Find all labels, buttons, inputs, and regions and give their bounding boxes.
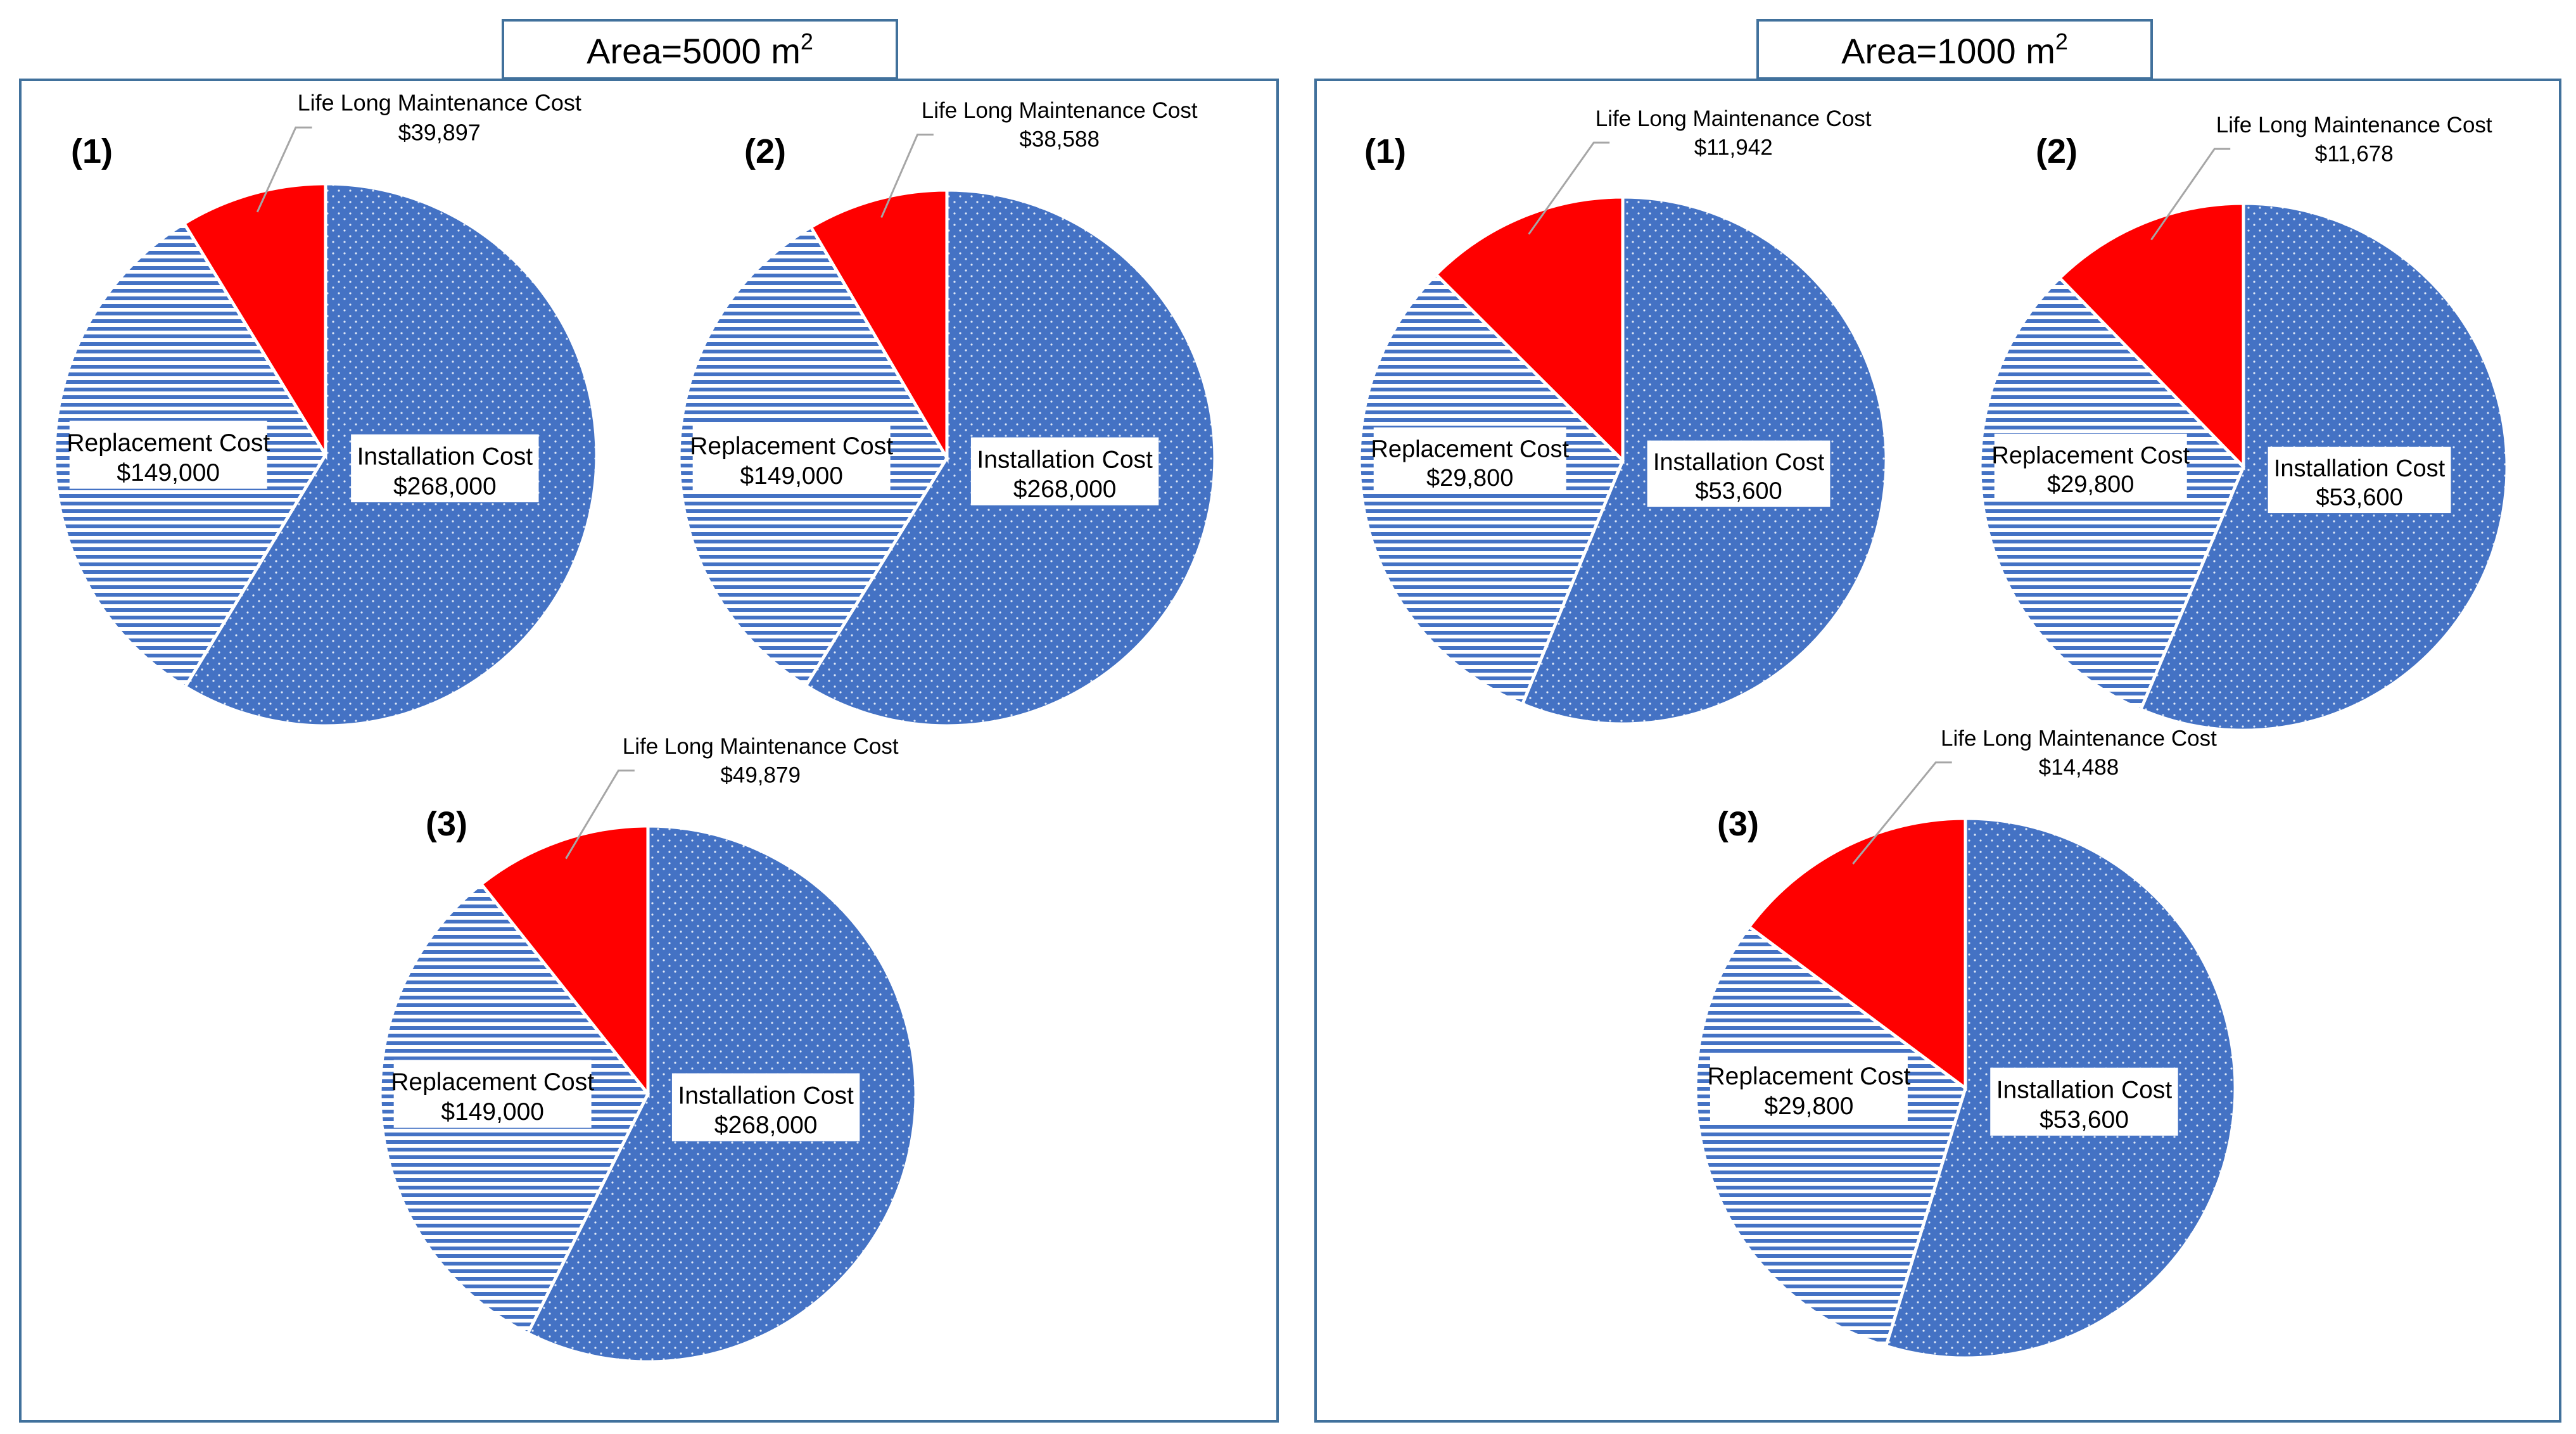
- maintenance-cost-label: Life Long Maintenance Cost: [2216, 113, 2492, 137]
- chart-number-label: (1): [71, 132, 113, 170]
- replacement-cost-value: $149,000: [441, 1098, 544, 1126]
- panel-title-superscript: 2: [801, 29, 813, 54]
- installation-label-box: [1647, 440, 1830, 507]
- chart-number-label: (2): [2036, 132, 2078, 170]
- maintenance-cost-label: Life Long Maintenance Cost: [1941, 727, 2217, 751]
- replacement-cost-label: Replacement Cost: [1371, 436, 1569, 462]
- maintenance-cost-label: Life Long Maintenance Cost: [1596, 106, 1872, 131]
- slice-maintenance-cost: [2057, 201, 2245, 471]
- installation-cost-label: Installation Cost: [1653, 449, 1825, 476]
- replacement-cost-label: Replacement Cost: [1708, 1063, 1911, 1090]
- maintenance-leader-line: [565, 769, 635, 860]
- replacement-label-box: [692, 424, 891, 492]
- installation-cost-label: Installation Cost: [678, 1082, 854, 1109]
- installation-cost-label: Installation Cost: [977, 446, 1153, 473]
- panel-title-box: [502, 19, 898, 80]
- replacement-cost-label: Replacement Cost: [690, 433, 893, 460]
- maintenance-leader-line: [1852, 761, 1952, 865]
- maintenance-cost-label: Life Long Maintenance Cost: [623, 734, 899, 759]
- slice-replacement-cost: [1694, 924, 1967, 1348]
- chart-number-label: (1): [1364, 132, 1406, 170]
- replacement-cost-value: $29,800: [1764, 1093, 1853, 1120]
- installation-cost-value: $268,000: [1013, 476, 1117, 503]
- replacement-cost-value: $149,000: [740, 462, 843, 490]
- slice-maintenance-cost: [1433, 195, 1625, 465]
- panel-title-box: [1756, 19, 2153, 80]
- maintenance-cost-value: $49,879: [720, 763, 801, 788]
- installation-cost-value: $53,600: [2316, 485, 2402, 511]
- maintenance-cost-label: Life Long Maintenance Cost: [922, 98, 1198, 123]
- replacement-label-box: [1994, 433, 2187, 500]
- installation-label-box: [671, 1073, 860, 1141]
- replacement-cost-value: $29,800: [2047, 471, 2134, 498]
- installation-label-box: [351, 434, 539, 503]
- maintenance-cost-value: $14,488: [2039, 755, 2119, 780]
- installation-label-box: [2268, 447, 2451, 514]
- installation-cost-value: $53,600: [1695, 478, 1782, 505]
- replacement-cost-label: Replacement Cost: [1991, 442, 2190, 469]
- replacement-label-box: [1373, 427, 1566, 494]
- panel-title: Area=1000 m2: [1841, 29, 2068, 71]
- slice-maintenance-cost: [479, 824, 650, 1099]
- installation-cost-value: $268,000: [393, 473, 497, 500]
- slice-maintenance-cost: [182, 182, 327, 460]
- maintenance-leader-line: [880, 133, 934, 219]
- maintenance-cost-value: $38,588: [1019, 127, 1100, 152]
- replacement-cost-label: Replacement Cost: [391, 1069, 594, 1096]
- maintenance-leader-line: [256, 126, 312, 213]
- installation-label-box: [1990, 1067, 2178, 1136]
- replacement-cost-value: $149,000: [117, 459, 220, 486]
- maintenance-leader-line: [1528, 141, 1610, 235]
- replacement-label-box: [69, 421, 267, 489]
- maintenance-cost-value: $39,897: [398, 119, 481, 145]
- maintenance-cost-label: Life Long Maintenance Cost: [298, 90, 581, 116]
- installation-cost-label: Installation Cost: [2274, 455, 2446, 482]
- panel-title: Area=5000 m2: [587, 29, 813, 71]
- installation-label-box: [970, 437, 1159, 505]
- replacement-label-box: [1710, 1054, 1908, 1122]
- installation-cost-value: $53,600: [2040, 1106, 2129, 1133]
- installation-cost-label: Installation Cost: [1996, 1076, 2173, 1103]
- installation-cost-value: $268,000: [714, 1112, 818, 1139]
- slice-maintenance-cost: [808, 188, 949, 464]
- replacement-cost-label: Replacement Cost: [67, 429, 270, 457]
- panel-title-superscript: 2: [2055, 29, 2068, 54]
- slice-maintenance-cost: [1747, 816, 1967, 1091]
- chart-number-label: (3): [426, 805, 467, 843]
- installation-cost-label: Installation Cost: [357, 443, 533, 471]
- maintenance-leader-line: [2150, 148, 2231, 241]
- maintenance-cost-value: $11,942: [1694, 135, 1773, 160]
- chart-number-label: (3): [1717, 805, 1759, 843]
- maintenance-cost-value: $11,678: [2315, 141, 2394, 166]
- chart-number-label: (2): [744, 132, 786, 170]
- replacement-label-box: [393, 1060, 592, 1128]
- replacement-cost-value: $29,800: [1426, 465, 1513, 492]
